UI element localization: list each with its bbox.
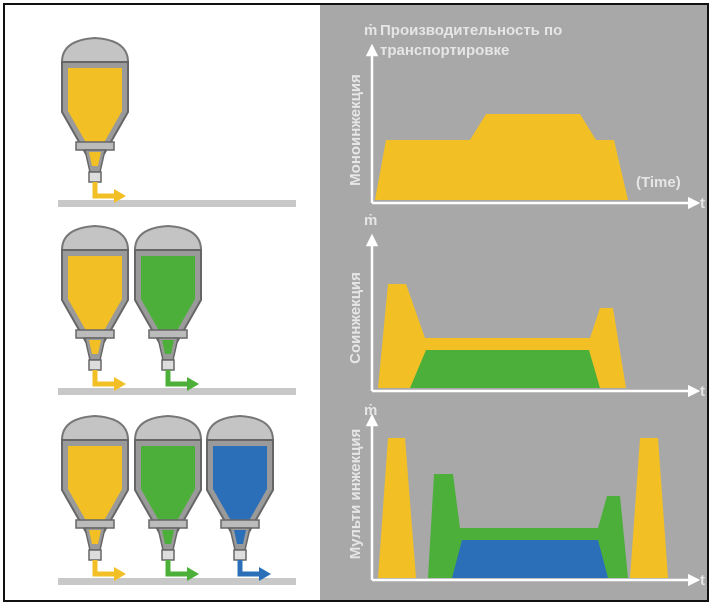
x-label: t <box>700 383 705 400</box>
y-symbol: ṁ <box>364 402 377 419</box>
title: Производительность по <box>380 22 562 39</box>
y-label: Соинжекция <box>347 272 364 364</box>
title: транспортировке <box>380 42 509 59</box>
y-symbol: ṁ <box>364 22 377 39</box>
x-note: (Time) <box>636 174 681 191</box>
x-label: t <box>700 572 705 589</box>
y-symbol: ṁ <box>364 212 377 229</box>
y-label: Мульти инжекция <box>347 429 364 560</box>
y-label: Моноинжекция <box>347 74 364 186</box>
x-label: t <box>700 195 705 212</box>
diagram: ṁ Производительность по транспортировке … <box>0 0 712 606</box>
